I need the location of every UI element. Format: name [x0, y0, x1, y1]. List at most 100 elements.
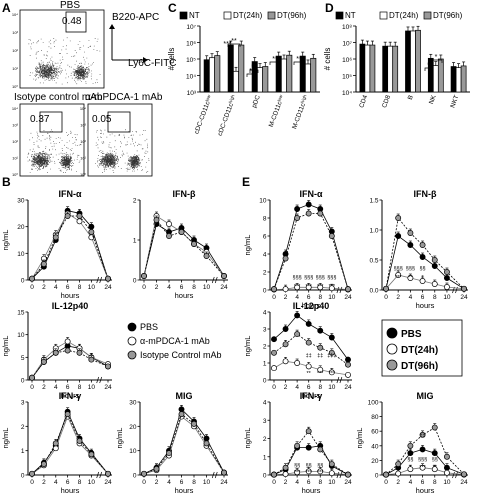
- panel-d: D 10⁸ 10⁷ 10⁶ 10⁵ 10⁴ # cells CD4 CD8 B NK NKT NT DT…: [323, 1, 470, 109]
- data-point: [383, 285, 389, 292]
- line-x-tick-label: 2: [155, 284, 159, 291]
- sig-mark: ***: [317, 284, 324, 290]
- data-point: [271, 365, 277, 372]
- significance-marks-e: §§§ §§§ §§§ §§§*** *** *** ***§§§ §§§ §§*** ** *‡‡…: [293, 266, 438, 476]
- data-point: [166, 233, 172, 239]
- data-point: [419, 431, 426, 438]
- bar: [262, 66, 269, 93]
- line-y-tick-label: 80: [371, 414, 379, 421]
- line-x-tick-label: 24: [104, 384, 112, 391]
- data-point: [221, 469, 227, 476]
- sig-bracket: [246, 73, 255, 77]
- data-point: [345, 371, 351, 378]
- data-point: [395, 470, 402, 477]
- data-point: [317, 344, 324, 351]
- data-point: [40, 261, 47, 267]
- sig-mark: ***: [329, 371, 336, 377]
- data-point: [443, 269, 450, 275]
- bar: [392, 45, 399, 93]
- data-point: [294, 442, 301, 449]
- bar-category-label: CD4: [358, 94, 369, 109]
- data-point: [317, 327, 324, 334]
- line-x-axis-title: hours: [175, 486, 194, 495]
- data-point: [431, 424, 438, 431]
- arrowhead-right-icon: [143, 57, 148, 63]
- data-point: [383, 471, 389, 478]
- sig-bracket: [249, 69, 259, 73]
- sig-mark: §§: [294, 463, 300, 469]
- data-point: [407, 275, 414, 281]
- data-point: [282, 286, 289, 293]
- sig-mark: §§: [432, 457, 438, 463]
- line-y-axis-title: ng/mL: [355, 428, 364, 449]
- legend-swatch: [267, 11, 276, 20]
- sig-mark: ‡‡‡: [327, 353, 336, 359]
- data-point: [191, 420, 197, 427]
- line-x-axis-title: hours: [175, 291, 194, 300]
- data-point: [345, 471, 351, 478]
- line-y-tick-label: 1: [263, 454, 267, 461]
- line-y-axis-title: ng/mL: [243, 428, 252, 449]
- panel-letter-a: A: [2, 1, 11, 15]
- line-x-tick-label: 24: [460, 294, 468, 301]
- line-y-tick-label: 3: [21, 400, 25, 407]
- bar-category-label: NKT: [449, 94, 460, 109]
- flow-tick-label: 10⁴: [12, 12, 18, 17]
- data-point: [305, 201, 312, 208]
- line-x-axis-title: hours: [61, 291, 80, 300]
- data-point: [443, 284, 450, 290]
- data-point: [294, 312, 301, 319]
- sig-mark: ***: [294, 470, 301, 476]
- line-x-tick-label: 4: [54, 479, 58, 486]
- line-chart-title: MIG: [176, 391, 193, 401]
- legend-label: PBS: [140, 322, 158, 332]
- line-y-tick-label: 20: [129, 424, 137, 431]
- line-y-tick-label: 0: [263, 378, 267, 385]
- bar-category-label: M-CD11cˡᵒʷ: [268, 93, 286, 128]
- sig-mark: §§§: [406, 266, 415, 272]
- bar: [286, 54, 293, 93]
- line-y-tick-label: 6: [263, 234, 267, 241]
- sig-mark: §§: [306, 463, 312, 469]
- flow-tick-label: 10²: [80, 139, 86, 144]
- legend-label: DT(96h): [401, 361, 438, 372]
- flow-plot-title-pbs: PBS: [60, 0, 80, 11]
- gate-pct-isotype: 0.37: [30, 114, 50, 125]
- line-x-tick-label: 6: [421, 294, 425, 301]
- line-x-tick-label: 10: [328, 294, 336, 301]
- flow-tick-label: 10³: [12, 123, 18, 128]
- sig-bracket: [227, 43, 241, 47]
- bar-y-tick-label: 10³: [187, 90, 197, 97]
- data-point: [29, 470, 35, 477]
- axis-break-icon: [211, 276, 218, 284]
- line-y-tick-label: 2: [263, 270, 267, 277]
- line-x-tick-label: 6: [66, 479, 70, 486]
- sig-mark: §§§: [293, 275, 302, 281]
- line-y-tick-label: 30: [17, 198, 25, 205]
- bar-y-tick-label: 10⁵: [186, 57, 196, 64]
- bar: [203, 59, 210, 93]
- data-point: [271, 286, 277, 293]
- data-point: [419, 254, 426, 260]
- line-y-tick-label: 10: [259, 198, 267, 205]
- line-y-tick-label: 3: [263, 418, 267, 425]
- line-y-tick-label: 0: [375, 473, 379, 480]
- data-point: [294, 206, 301, 212]
- data-point: [64, 347, 71, 354]
- gate-rect-pbs: [65, 11, 87, 33]
- line-x-tick-label: 6: [307, 479, 311, 486]
- data-point: [76, 349, 83, 356]
- flow-events: [95, 129, 150, 173]
- data-point: [395, 233, 402, 239]
- line-x-tick-label: 10: [443, 479, 451, 486]
- panel-c: C 10⁷ 10⁶ 10⁵ 10⁴ 10³ # cells cDC-CD11cˡᵒʷ cDC-…: [167, 1, 320, 137]
- line-chart-title: IL-12p40: [293, 301, 330, 311]
- line-x-tick-label: 2: [155, 479, 159, 486]
- line-y-tick-label: 40: [371, 443, 379, 450]
- flow-tick-label: 10⁴: [12, 106, 18, 111]
- bar-y-axis-title: # cells: [167, 48, 176, 71]
- gate-pct-mpdca: 0.05: [92, 114, 112, 125]
- line-x-axis-title: hours: [61, 486, 80, 495]
- data-point: [105, 363, 111, 370]
- flow-plot-title-mpdca: α-mPDCA-1 mAb: [85, 92, 163, 103]
